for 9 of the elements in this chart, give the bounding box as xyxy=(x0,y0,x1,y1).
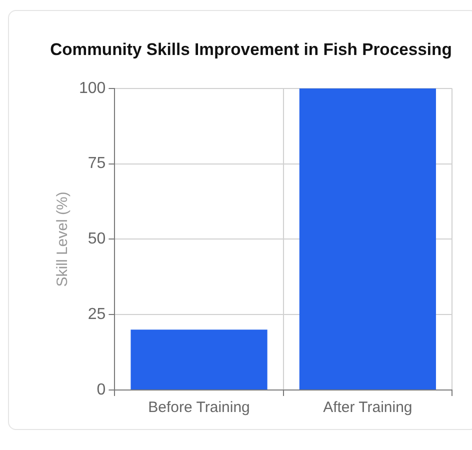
chart-title: Community Skills Improvement in Fish Processing xyxy=(50,40,452,59)
x-tick-label: Before Training xyxy=(148,399,250,416)
y-tick-label: 75 xyxy=(88,155,106,172)
y-axis-title: Skill Level (%) xyxy=(54,192,72,287)
y-tick-label: 25 xyxy=(88,306,106,324)
y-tick-label: 50 xyxy=(88,230,106,248)
x-tick-label: After Training xyxy=(323,399,412,416)
y-tick-label: 0 xyxy=(96,381,106,398)
y-tick-label: 100 xyxy=(78,80,106,97)
